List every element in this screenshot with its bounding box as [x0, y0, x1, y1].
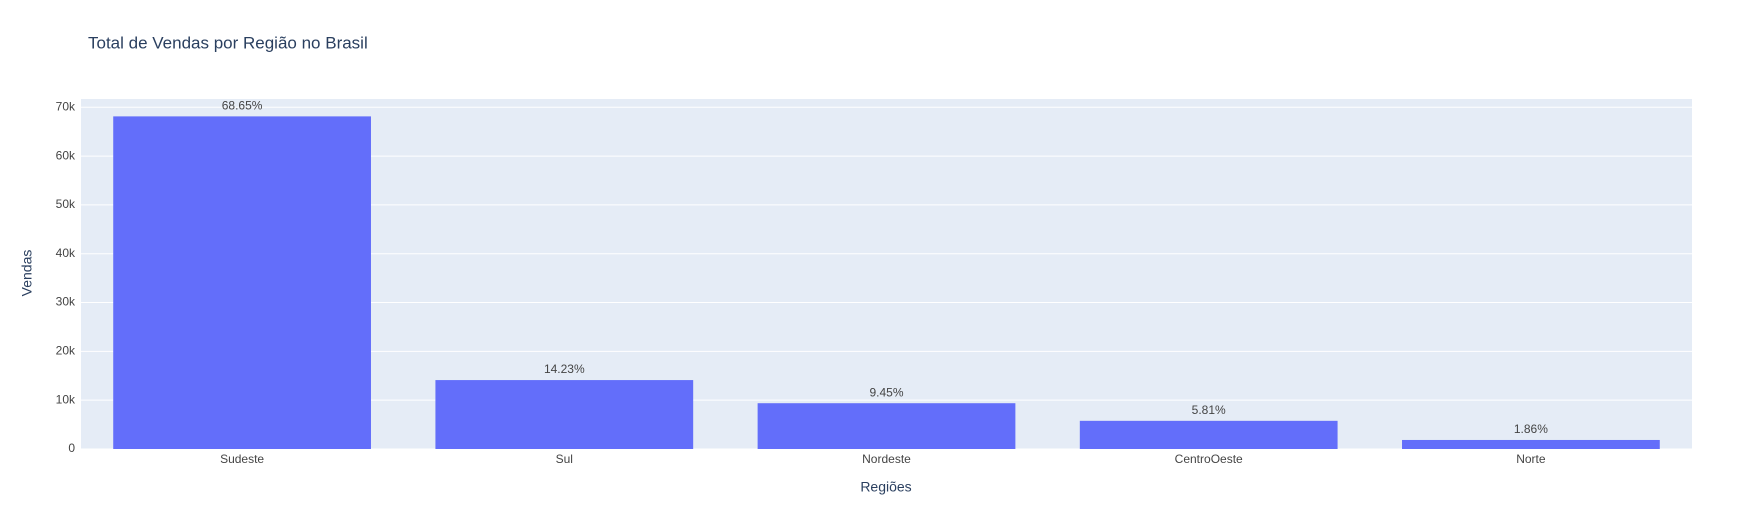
y-tick-label: 20k [56, 344, 76, 358]
y-tick-label: 70k [56, 99, 76, 113]
x-tick-label: Norte [1516, 452, 1546, 466]
y-tick-label: 40k [56, 246, 76, 260]
y-axis-title: Vendas [19, 250, 35, 297]
y-tick-label: 10k [56, 392, 76, 406]
bar-label: 1.86% [1514, 422, 1548, 436]
bar-label: 68.65% [222, 99, 263, 113]
x-axis-title: Regiões [860, 479, 911, 495]
bar-label: 14.23% [544, 362, 585, 376]
y-tick-label: 50k [56, 197, 76, 211]
y-tick-label: 30k [56, 295, 76, 309]
x-tick-label: CentroOeste [1175, 452, 1243, 466]
bar [435, 380, 694, 449]
x-tick-label: Sudeste [220, 452, 264, 466]
bar [1079, 420, 1338, 449]
y-tick-label: 60k [56, 148, 76, 162]
bar [757, 403, 1016, 449]
chart-title: Total de Vendas por Região no Brasil [88, 33, 368, 52]
bar-label: 9.45% [869, 385, 903, 399]
bar [113, 116, 371, 449]
bar [1402, 439, 1660, 449]
x-tick-label: Sul [556, 452, 573, 466]
x-tick-label: Nordeste [862, 452, 911, 466]
y-tick-label: 0 [68, 441, 75, 455]
bar-label: 5.81% [1192, 403, 1226, 417]
